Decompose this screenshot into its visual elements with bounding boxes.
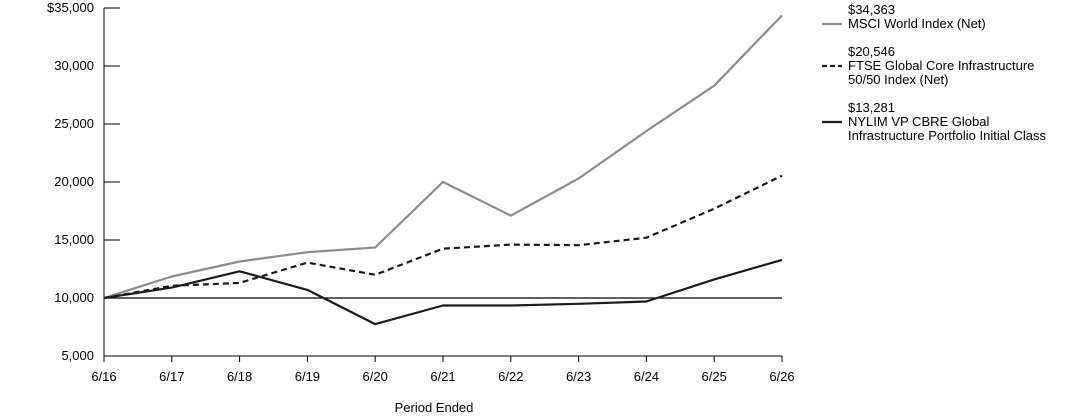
y-tick-label: 30,000 <box>54 58 94 73</box>
x-tick-label: 6/22 <box>498 369 523 384</box>
x-tick-label: 6/16 <box>91 369 116 384</box>
series-line-3 <box>103 258 783 326</box>
x-tick-label: 6/21 <box>430 369 455 384</box>
x-tick-label: 6/26 <box>769 369 794 384</box>
x-tick-label: 6/20 <box>363 369 388 384</box>
legend-end-value: $34,363 <box>848 2 895 17</box>
y-tick-label: 10,000 <box>54 290 94 305</box>
legend-series-name: Infrastructure Portfolio Initial Class <box>848 128 1046 143</box>
series-line-2 <box>103 174 783 300</box>
legend-series-name: FTSE Global Core Infrastructure <box>848 58 1034 73</box>
y-tick-label: 5,000 <box>61 348 94 363</box>
legend-series-name: MSCI World Index (Net) <box>848 16 986 31</box>
x-tick-label: 6/25 <box>702 369 727 384</box>
legend-series-name: NYLIM VP CBRE Global <box>848 114 989 129</box>
x-tick-label: 6/24 <box>634 369 659 384</box>
y-tick-label: 25,000 <box>54 116 94 131</box>
y-axis-ticks: $35,000 30,000 25,000 20,000 15,000 10,000 5,0… <box>47 0 120 363</box>
y-tick-label: 20,000 <box>54 174 94 189</box>
x-tick-label: 6/18 <box>227 369 252 384</box>
series-line-1 <box>103 14 783 300</box>
x-tick-label: 6/19 <box>295 369 320 384</box>
legend-end-value: $13,281 <box>848 100 895 115</box>
x-tick-label: 6/23 <box>566 369 591 384</box>
y-tick-label: 15,000 <box>54 232 94 247</box>
y-tick-label: $35,000 <box>47 0 94 15</box>
legend-end-value: $20,546 <box>848 44 895 59</box>
series-lines <box>103 14 783 326</box>
legend-series-name: 50/50 Index (Net) <box>848 72 948 87</box>
x-axis-ticks: 6/16 6/17 6/18 6/19 6/20 6/21 6/22 6/23 6/24 6/25… <box>91 356 795 384</box>
x-axis-label: Period Ended <box>395 400 474 415</box>
x-tick-label: 6/17 <box>159 369 184 384</box>
